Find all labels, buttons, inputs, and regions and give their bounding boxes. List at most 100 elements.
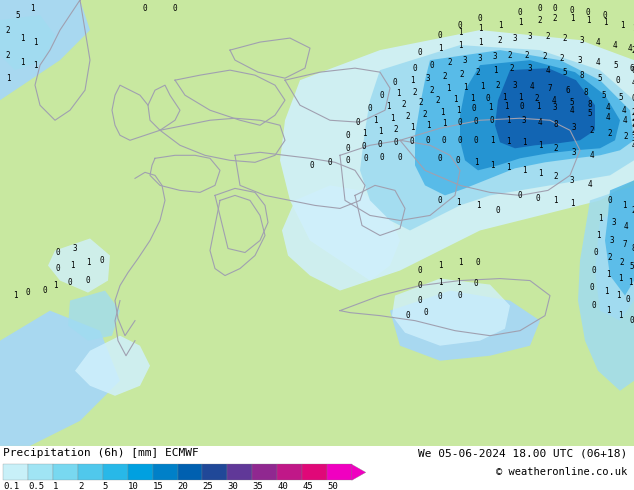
Bar (53, 465, 78, 480)
Text: 0: 0 (410, 137, 414, 146)
Text: 2: 2 (631, 108, 634, 117)
Text: 1: 1 (86, 258, 90, 267)
Text: 0: 0 (418, 281, 422, 290)
Text: 0: 0 (486, 94, 490, 103)
Text: 1: 1 (506, 163, 510, 172)
Polygon shape (392, 278, 510, 346)
Text: 5: 5 (614, 61, 618, 70)
Polygon shape (282, 185, 400, 291)
Text: 0: 0 (630, 316, 634, 325)
Bar (202, 465, 228, 480)
Text: 3: 3 (527, 31, 533, 41)
Bar (327, 465, 352, 480)
Text: 4: 4 (529, 82, 534, 91)
Polygon shape (0, 15, 55, 70)
Text: 1: 1 (442, 119, 446, 128)
Text: 0: 0 (346, 131, 351, 140)
Text: 5: 5 (16, 10, 20, 20)
Text: 2: 2 (631, 126, 634, 135)
Text: 1: 1 (489, 136, 495, 145)
Text: 0: 0 (437, 292, 443, 301)
Text: 1: 1 (373, 116, 377, 125)
Text: 1: 1 (605, 270, 611, 279)
Text: 2: 2 (607, 129, 612, 138)
Text: 50: 50 (327, 482, 338, 490)
Text: 3: 3 (527, 64, 533, 73)
Text: 3: 3 (522, 116, 526, 125)
Text: 1: 1 (425, 121, 430, 130)
Text: 2: 2 (607, 253, 612, 262)
Text: 1: 1 (437, 261, 443, 270)
Text: 0: 0 (364, 154, 368, 163)
Text: 0.1: 0.1 (3, 482, 19, 490)
Text: 5: 5 (602, 91, 606, 99)
Text: 0: 0 (368, 104, 372, 113)
Text: 8: 8 (553, 120, 559, 129)
Text: 0: 0 (42, 286, 48, 295)
Text: 4: 4 (631, 78, 634, 87)
Text: 1: 1 (570, 14, 574, 23)
Text: 1: 1 (13, 291, 17, 300)
Text: 0: 0 (356, 118, 360, 127)
Text: 8: 8 (579, 71, 585, 80)
Text: 10: 10 (127, 482, 138, 490)
Text: 0: 0 (586, 7, 590, 17)
Bar (153, 465, 178, 480)
Polygon shape (0, 311, 120, 446)
Text: 4: 4 (570, 106, 574, 115)
Text: 4: 4 (596, 58, 600, 67)
Text: 2: 2 (496, 81, 500, 90)
Text: 0: 0 (590, 283, 594, 292)
Text: 1: 1 (489, 161, 495, 170)
Text: 3: 3 (513, 81, 517, 90)
Text: 2: 2 (423, 110, 427, 119)
Text: 30: 30 (228, 482, 238, 490)
Text: 2: 2 (534, 94, 540, 103)
Text: 4: 4 (590, 151, 594, 160)
Text: 1: 1 (603, 18, 607, 26)
Text: 2: 2 (538, 16, 542, 24)
Text: 1: 1 (20, 58, 24, 67)
Text: 0: 0 (143, 3, 147, 13)
Text: 1: 1 (518, 93, 522, 102)
Text: 4: 4 (612, 41, 618, 49)
Text: 5: 5 (619, 93, 623, 102)
Text: 2: 2 (6, 50, 10, 60)
Text: Precipitation (6h) [mm] ECMWF: Precipitation (6h) [mm] ECMWF (3, 448, 199, 458)
Text: 0: 0 (476, 258, 481, 267)
Text: 3: 3 (572, 123, 576, 132)
Text: 0: 0 (458, 291, 462, 300)
Text: 4: 4 (546, 66, 550, 74)
Text: 0: 0 (398, 153, 403, 162)
Polygon shape (578, 185, 634, 391)
Text: 3: 3 (513, 34, 517, 43)
Bar (127, 465, 153, 480)
Text: 2: 2 (590, 126, 594, 135)
Text: 4: 4 (538, 118, 542, 127)
Text: 1: 1 (6, 74, 10, 83)
Text: 0.5: 0.5 (28, 482, 44, 490)
Text: 0: 0 (394, 138, 398, 147)
Text: 2: 2 (631, 46, 634, 54)
Text: 2: 2 (553, 14, 557, 23)
Text: 1: 1 (501, 93, 507, 102)
Polygon shape (352, 465, 366, 480)
Text: 0: 0 (425, 136, 430, 145)
Text: 1: 1 (522, 138, 526, 147)
Text: 0: 0 (418, 266, 422, 275)
Text: 1: 1 (503, 102, 508, 111)
Text: 1: 1 (53, 482, 58, 490)
Text: 1: 1 (488, 103, 493, 112)
Text: 0: 0 (418, 296, 422, 305)
Text: 1: 1 (619, 21, 624, 29)
Text: 3: 3 (612, 218, 616, 227)
Text: 0: 0 (474, 117, 478, 126)
Text: 4: 4 (605, 113, 611, 122)
Text: 2: 2 (560, 53, 564, 63)
Text: 1: 1 (474, 158, 478, 167)
Text: 1: 1 (628, 278, 632, 287)
Text: 2: 2 (436, 96, 440, 105)
Text: 0: 0 (538, 3, 542, 13)
Text: 8: 8 (631, 244, 634, 253)
Text: 25: 25 (202, 482, 213, 490)
